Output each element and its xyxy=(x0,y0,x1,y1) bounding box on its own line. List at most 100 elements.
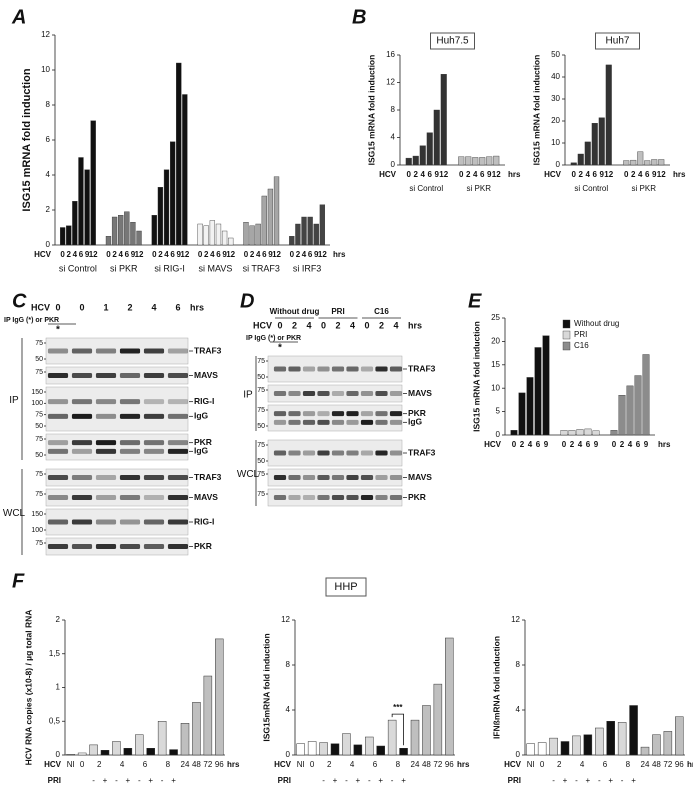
blot-band xyxy=(119,348,141,354)
blot-band xyxy=(143,519,165,525)
bar xyxy=(445,637,454,756)
mw-marker: 75 xyxy=(257,407,265,414)
x-tick-label: 9 xyxy=(314,250,319,259)
x-tick-label: 2 xyxy=(67,250,72,259)
blot-band xyxy=(288,411,301,417)
mw-marker: 50 xyxy=(257,458,265,465)
pri-label: PRI xyxy=(48,776,61,785)
x-tick-label: 2 xyxy=(158,250,163,259)
blot-band xyxy=(331,475,345,480)
x-tick-label: 6 xyxy=(125,250,130,259)
x-tick-label: 12 xyxy=(657,170,666,179)
x-tick-label: 6 xyxy=(170,250,175,259)
blot-band xyxy=(143,495,165,500)
blot-band xyxy=(273,391,287,396)
bar xyxy=(123,748,133,756)
pri-tick: - xyxy=(322,776,325,785)
x-tick-label: 0 xyxy=(512,440,517,449)
blot-band xyxy=(331,391,345,396)
bar xyxy=(605,64,612,166)
blot-band xyxy=(71,448,93,454)
pri-tick: + xyxy=(608,776,613,785)
x-tick-label: 9 xyxy=(644,440,649,449)
lane-label: 0 xyxy=(321,320,326,330)
x-tick-label: 4 xyxy=(73,250,78,259)
blot-band xyxy=(119,448,141,454)
x-tick-label: 2 xyxy=(250,250,255,259)
bar xyxy=(595,727,604,756)
bar xyxy=(623,160,630,166)
bar xyxy=(228,237,234,246)
blot-band xyxy=(346,450,359,456)
hhp-label: HHP xyxy=(334,581,357,593)
pri-tick: - xyxy=(368,776,371,785)
x-tick-label: 4 xyxy=(628,440,633,449)
bar xyxy=(644,160,651,166)
blot-band xyxy=(273,475,287,480)
mw-marker: 75 xyxy=(257,491,265,498)
bar xyxy=(307,216,313,246)
group-label: si PKR xyxy=(110,263,138,273)
y-tick-label: 10 xyxy=(41,65,50,74)
lane-label: 4 xyxy=(393,320,398,330)
blot-band xyxy=(143,373,165,378)
blot-band xyxy=(317,391,330,396)
x-tick-label: NI xyxy=(67,760,75,769)
x-tick-label: 9 xyxy=(544,440,549,449)
mw-marker: 50 xyxy=(35,356,43,363)
blot-group: PRI xyxy=(331,307,344,316)
x-tick-label: 0 xyxy=(244,250,249,259)
x-tick-label: 0 xyxy=(290,250,295,259)
y-tick-label: 12 xyxy=(386,78,395,87)
group-label: si TRAF3 xyxy=(243,263,280,273)
x-tick-label: 12 xyxy=(180,250,189,259)
blot-band xyxy=(375,411,388,417)
x-axis-label: HCV xyxy=(544,170,562,179)
blot-band xyxy=(375,450,388,456)
blot-band xyxy=(47,495,69,500)
y-tick-label: 5 xyxy=(496,407,501,416)
bar xyxy=(479,157,486,166)
bar xyxy=(458,156,465,166)
bar xyxy=(626,385,634,436)
blot-hcv: HCV xyxy=(253,320,272,330)
mw-marker: 75 xyxy=(35,471,43,478)
y-tick-label: 0 xyxy=(56,750,61,759)
blot-strip xyxy=(45,337,189,365)
bar xyxy=(591,122,598,166)
x-tick-label: 48 xyxy=(192,760,201,769)
blot-strip xyxy=(267,384,403,403)
x-unit: hrs xyxy=(658,440,671,449)
blot-band xyxy=(302,366,316,372)
blot-band xyxy=(47,373,69,378)
group-label: si Control xyxy=(574,184,608,193)
x-tick-label: 9 xyxy=(435,170,440,179)
band-label: IgG xyxy=(194,446,209,456)
bar xyxy=(583,734,593,756)
bar xyxy=(319,204,326,246)
blot-band xyxy=(119,440,141,446)
y-tick-label: 12 xyxy=(281,615,290,624)
mw-marker: 50 xyxy=(257,374,265,381)
y-axis-label: ISG15mRNA fold induction xyxy=(261,633,271,741)
bar xyxy=(634,375,642,436)
y-tick-label: 0 xyxy=(496,430,501,439)
blot-band xyxy=(360,495,374,500)
bar xyxy=(135,734,144,756)
bar xyxy=(410,719,420,756)
pri-tick: - xyxy=(345,776,348,785)
x-tick-label: 0 xyxy=(540,760,545,769)
bar xyxy=(90,120,96,246)
blot-band xyxy=(71,440,93,446)
lane-label: 2 xyxy=(292,320,297,330)
pri-tick: - xyxy=(138,776,141,785)
y-axis-label: ISG15 mRNA fold induction xyxy=(366,55,376,166)
lane-label: 0 xyxy=(277,320,282,330)
bar xyxy=(663,731,673,756)
x-tick-label: 2 xyxy=(631,170,636,179)
mw-marker: 75 xyxy=(35,491,43,498)
x-tick-label: 72 xyxy=(433,760,442,769)
blot-band xyxy=(360,450,374,456)
blot-strip xyxy=(267,404,403,432)
bar xyxy=(307,741,317,756)
